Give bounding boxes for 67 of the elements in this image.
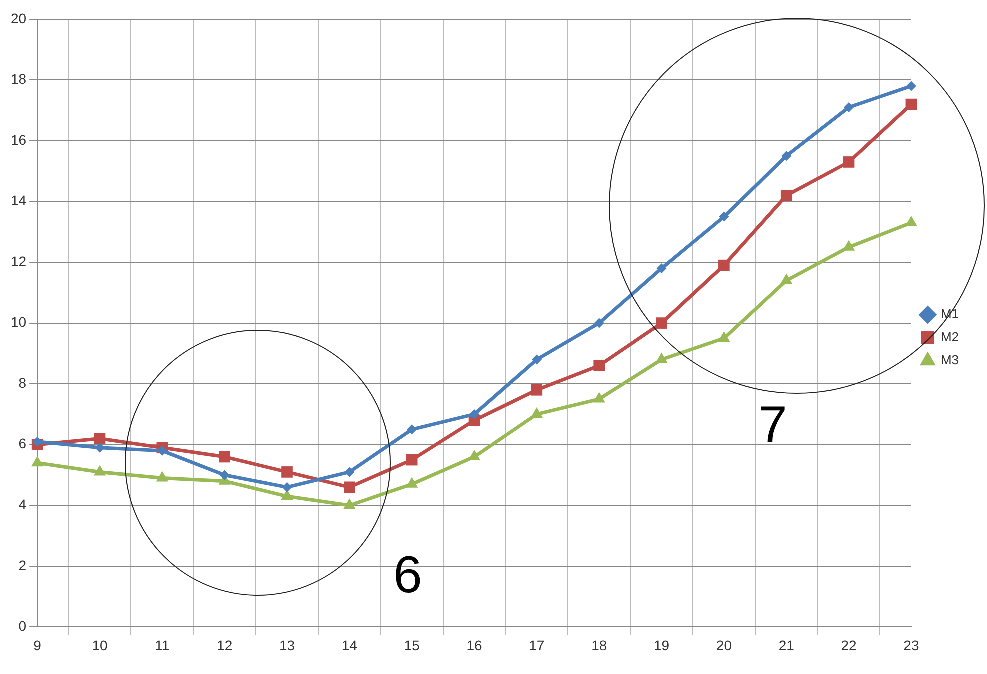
point xyxy=(220,470,230,480)
y-tick-label: 6 xyxy=(18,436,27,452)
point xyxy=(844,102,854,113)
point xyxy=(782,151,792,162)
point xyxy=(406,477,418,488)
point xyxy=(656,352,668,364)
x-tick-label: 19 xyxy=(654,637,670,654)
point xyxy=(594,360,605,372)
point xyxy=(532,354,542,365)
x-tick-label: 11 xyxy=(155,637,170,654)
point xyxy=(344,467,355,478)
x-tick-label: 23 xyxy=(904,637,920,654)
point xyxy=(843,156,855,168)
point xyxy=(594,318,604,328)
annotation: 6 xyxy=(394,546,422,604)
point xyxy=(906,81,916,92)
point xyxy=(656,264,667,274)
x-tick-label: 9 xyxy=(34,637,42,654)
point xyxy=(281,490,294,500)
annotation: 7 xyxy=(758,396,788,454)
point xyxy=(282,482,292,492)
point xyxy=(157,446,168,456)
point xyxy=(406,454,418,466)
point xyxy=(906,98,918,110)
point xyxy=(94,465,106,476)
y-tick-label: 0 xyxy=(18,618,27,634)
point xyxy=(32,456,44,467)
y-tick-label: 14 xyxy=(10,192,27,209)
y-tick-label: 16 xyxy=(10,132,27,148)
x-tick-label: 10 xyxy=(92,637,108,654)
x-tick-label: 16 xyxy=(466,637,483,654)
point xyxy=(156,471,168,482)
x-tick-label: 20 xyxy=(716,637,732,654)
point xyxy=(94,442,105,453)
x-tick-label: 22 xyxy=(841,637,858,654)
point xyxy=(219,451,230,463)
point xyxy=(593,392,606,403)
x-tick-label: 14 xyxy=(342,637,358,654)
point xyxy=(282,466,293,478)
point xyxy=(780,274,793,284)
legend-label: M2 xyxy=(940,330,960,345)
point xyxy=(719,212,730,222)
y-tick-label: 4 xyxy=(18,496,27,512)
point xyxy=(344,482,356,494)
y-tick-label: 20 xyxy=(10,10,27,26)
y-tick-label: 2 xyxy=(18,557,27,574)
y-tick-label: 18 xyxy=(10,71,27,88)
point xyxy=(32,436,43,447)
legend-label: M3 xyxy=(940,352,960,368)
x-tick-label: 18 xyxy=(592,637,608,654)
point xyxy=(780,190,792,202)
point xyxy=(94,433,106,444)
x-tick-label: 15 xyxy=(404,637,420,654)
point xyxy=(531,384,543,396)
x-tick-label: 13 xyxy=(279,637,296,654)
point xyxy=(344,498,356,510)
y-tick-label: 8 xyxy=(18,374,27,391)
x-tick-label: 12 xyxy=(217,637,233,654)
point xyxy=(656,318,668,329)
x-tick-label: 17 xyxy=(529,637,545,654)
point xyxy=(530,407,543,418)
point xyxy=(718,260,730,272)
point xyxy=(407,424,418,435)
y-tick-label: 10 xyxy=(10,314,27,330)
point xyxy=(470,409,480,420)
x-tick-label: 21 xyxy=(778,637,795,654)
y-tick-label: 12 xyxy=(10,253,27,270)
